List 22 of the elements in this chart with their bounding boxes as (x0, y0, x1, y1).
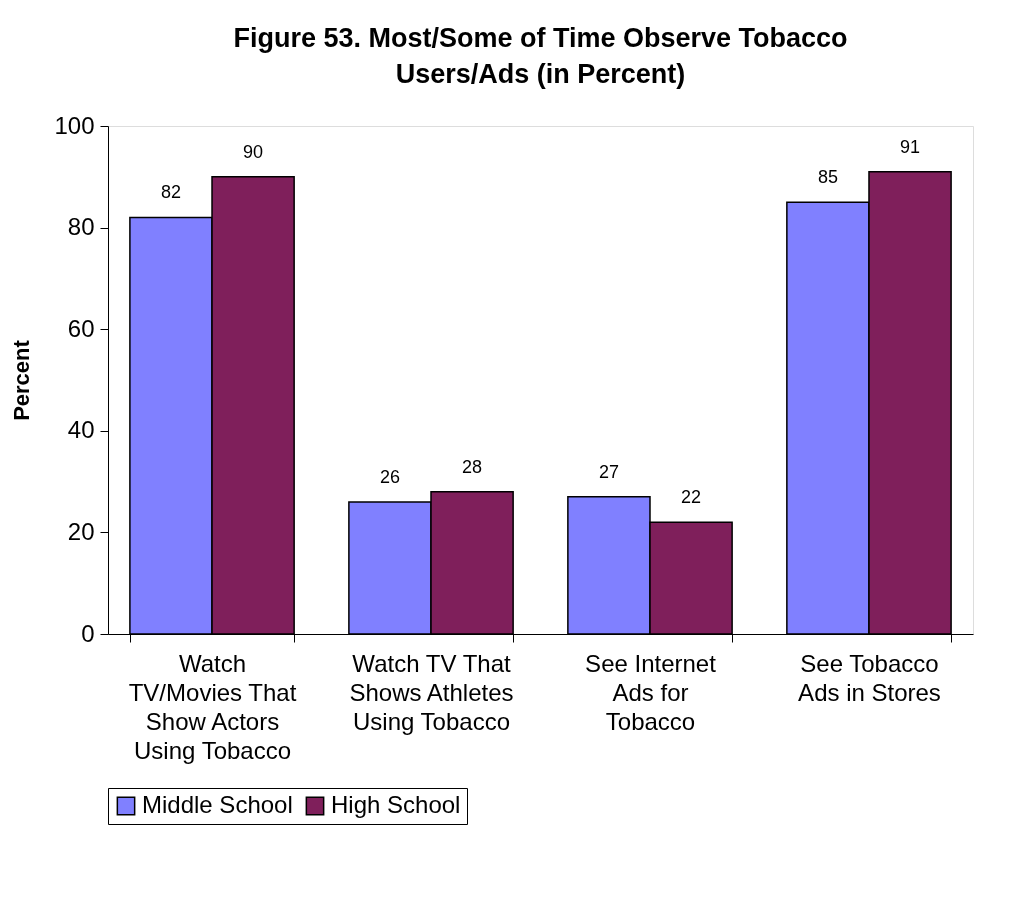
data-label: 85 (817, 167, 838, 188)
y-tick-label: 20 (67, 517, 95, 545)
y-tick-label: 60 (67, 314, 95, 342)
data-label: 82 (160, 182, 181, 203)
data-label: 22 (681, 487, 702, 508)
x-tick-label: Watch TV That Shows Athletes Using Tobacco (349, 649, 514, 735)
data-label: 26 (379, 466, 400, 487)
legend-label: Middle School (142, 791, 293, 818)
y-axis-title: Percent (9, 339, 35, 421)
x-tick-label: See Internet Ads for Tobacco (585, 649, 717, 735)
y-tick-label: 0 (81, 619, 95, 647)
x-tick-label: See Tobacco Ads in Stores (798, 649, 941, 706)
x-tick-label: Watch TV/Movies That Show Actors Using Tobacco (128, 649, 297, 764)
data-label: 27 (598, 461, 619, 482)
y-tick-label: 40 (67, 416, 95, 444)
chart-title: Figure 53. Most/Some of Time Observe Tobacco Users/Ads (in Percent) (233, 23, 848, 89)
legend-label: High School (331, 791, 461, 818)
data-label: 28 (462, 456, 483, 477)
data-label: 90 (243, 141, 264, 162)
y-tick-label: 100 (54, 111, 95, 139)
y-tick-label: 80 (67, 213, 95, 241)
data-label: 91 (900, 136, 921, 157)
